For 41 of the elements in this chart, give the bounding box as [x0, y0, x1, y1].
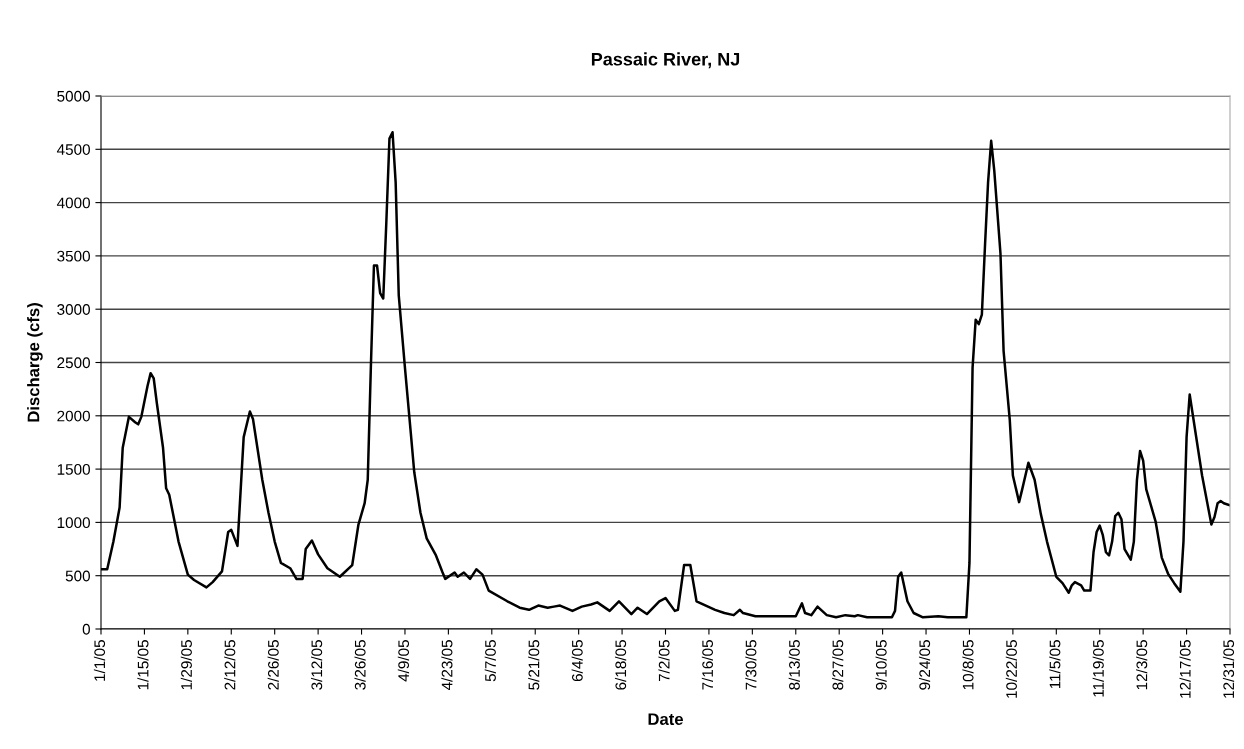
x-tick-label: 2/12/05 — [224, 640, 236, 690]
x-tick-label: 9/24/05 — [918, 640, 931, 690]
x-tick-label: 7/2/05 — [658, 640, 670, 682]
x-tick-label: 4/23/05 — [441, 640, 453, 691]
y-tick-label: 4500 — [56, 144, 90, 155]
y-tick-label: 2500 — [57, 357, 90, 369]
x-tick-label: 1/15/05 — [137, 640, 149, 690]
y-tick-label: 3000 — [57, 304, 90, 315]
x-tick-label: 10/22/05 — [1005, 640, 1017, 698]
y-tick-label: 0 — [82, 623, 90, 635]
x-tick-label: 5/7/05 — [484, 640, 496, 682]
y-axis-title: Discharge (cfs) — [27, 303, 43, 422]
x-tick-label: 11/5/05 — [1049, 640, 1061, 689]
x-tick-label: 8/13/05 — [788, 640, 800, 690]
x-tick-label: 10/8/05 — [962, 640, 974, 690]
x-tick-label: 3/26/05 — [354, 640, 366, 690]
x-tick-label: 3/12/05 — [310, 640, 323, 690]
y-tick-label: 500 — [65, 570, 90, 582]
y-tick-label: 1500 — [57, 463, 90, 475]
y-tick-label: 4000 — [56, 197, 90, 209]
x-tick-label: 11/19/05 — [1092, 640, 1104, 697]
x-tick-label: 4/9/05 — [397, 640, 410, 682]
x-tick-label: 6/18/05 — [614, 640, 627, 690]
x-tick-label: 9/10/05 — [875, 640, 887, 690]
x-tick-label: 7/30/05 — [745, 640, 757, 690]
x-tick-label: 12/31/05 — [1222, 640, 1235, 698]
x-tick-label: 2/26/05 — [267, 640, 279, 690]
chart-title: Passaic River, NJ — [591, 52, 740, 69]
x-tick-label: 5/21/05 — [528, 640, 540, 690]
y-tick-label: 5000 — [57, 90, 90, 102]
y-tick-label: 3500 — [57, 250, 90, 262]
x-tick-label: 12/17/05 — [1179, 640, 1191, 698]
x-tick-label: 12/3/05 — [1136, 640, 1148, 690]
x-tick-label: 7/16/05 — [701, 640, 714, 690]
x-axis-title: Date — [648, 713, 683, 726]
x-tick-label: 8/27/05 — [832, 640, 844, 690]
x-tick-label: 6/4/05 — [571, 640, 583, 682]
x-tick-label: 1/29/05 — [180, 640, 192, 690]
y-tick-label: 2000 — [57, 410, 90, 422]
y-tick-label: 1000 — [57, 517, 90, 529]
x-tick-label: 1/1/05 — [93, 640, 106, 681]
